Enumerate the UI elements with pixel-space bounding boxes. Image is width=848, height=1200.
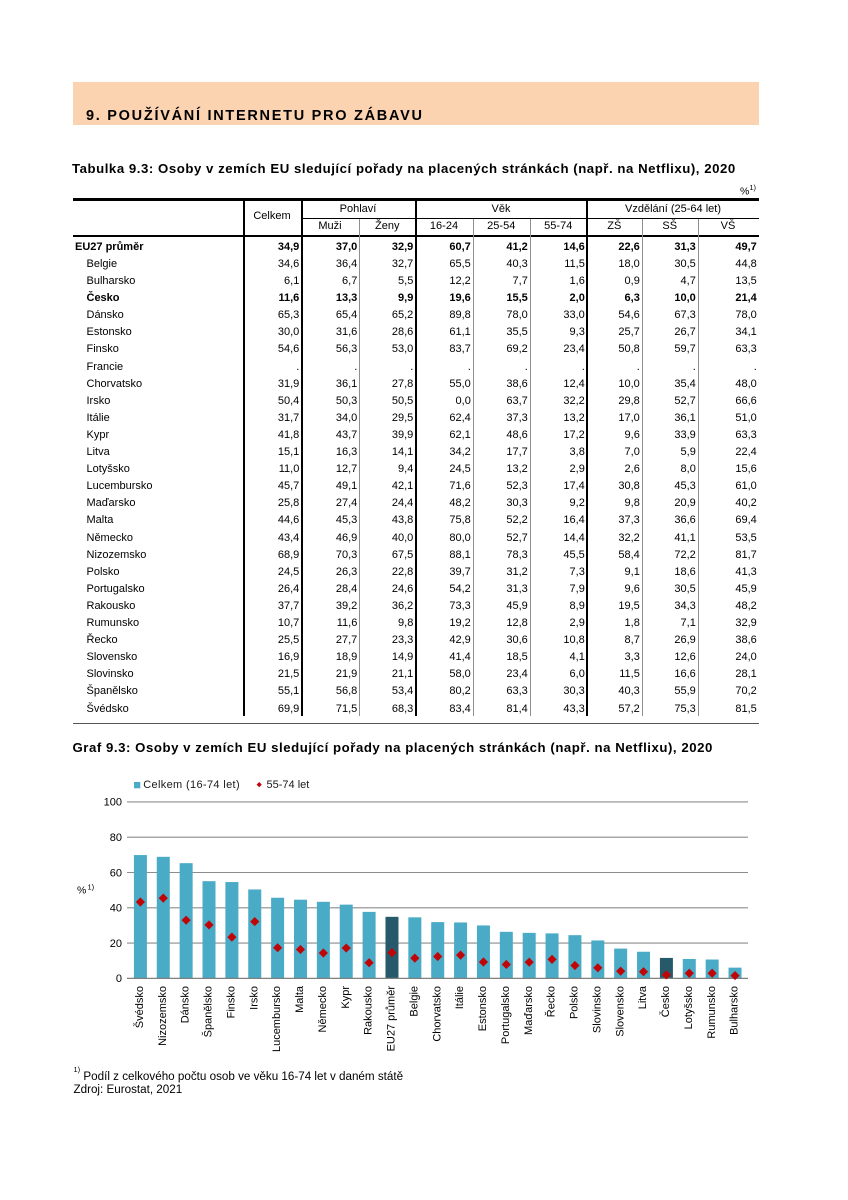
svg-text:Chorvatsko: Chorvatsko <box>431 986 443 1042</box>
svg-text:Německo: Německo <box>317 986 329 1032</box>
svg-text:Rumunsko: Rumunsko <box>706 986 718 1039</box>
svg-text:Lotyšsko: Lotyšsko <box>683 986 695 1029</box>
svg-text:Belgie: Belgie <box>408 986 420 1017</box>
svg-text:100: 100 <box>104 797 122 809</box>
svg-text:Řecko: Řecko <box>545 986 558 1017</box>
svg-text:EU27 průměr: EU27 průměr <box>386 986 398 1052</box>
svg-text:%: % <box>77 885 86 897</box>
svg-text:Dánsko: Dánsko <box>180 986 192 1023</box>
svg-text:Rakousko: Rakousko <box>363 986 375 1035</box>
svg-text:Itálie: Itálie <box>454 986 466 1009</box>
svg-text:Litva: Litva <box>637 985 649 1009</box>
svg-text:Kypr: Kypr <box>340 986 352 1009</box>
svg-text:20: 20 <box>110 938 122 950</box>
svg-text:55-74 let: 55-74 let <box>267 779 310 791</box>
svg-text:Finsko: Finsko <box>225 986 237 1018</box>
svg-text:0: 0 <box>116 973 122 985</box>
svg-text:Irsko: Irsko <box>248 986 260 1010</box>
svg-text:Portugalsko: Portugalsko <box>500 986 512 1044</box>
svg-text:Slovinsko: Slovinsko <box>591 986 603 1033</box>
svg-text:Španělsko: Španělsko <box>202 986 215 1037</box>
svg-text:40: 40 <box>110 903 122 915</box>
svg-text:Slovensko: Slovensko <box>614 986 626 1037</box>
svg-text:Polsko: Polsko <box>569 986 581 1019</box>
svg-text:Estonsko: Estonsko <box>477 986 489 1031</box>
svg-text:Švédsko: Švédsko <box>133 986 146 1028</box>
svg-text:Malta: Malta <box>294 985 306 1013</box>
svg-text:Bulharsko: Bulharsko <box>729 986 741 1035</box>
svg-text:60: 60 <box>110 867 122 879</box>
svg-text:80: 80 <box>110 832 122 844</box>
svg-text:Lucembursko: Lucembursko <box>271 986 283 1052</box>
svg-text:1): 1) <box>88 883 95 892</box>
svg-text:Česko: Česko <box>659 986 672 1017</box>
svg-text:Maďarsko: Maďarsko <box>523 986 535 1035</box>
svg-text:Nizozemsko: Nizozemsko <box>157 986 169 1046</box>
svg-text:Celkem (16-74 let): Celkem (16-74 let) <box>143 779 240 791</box>
